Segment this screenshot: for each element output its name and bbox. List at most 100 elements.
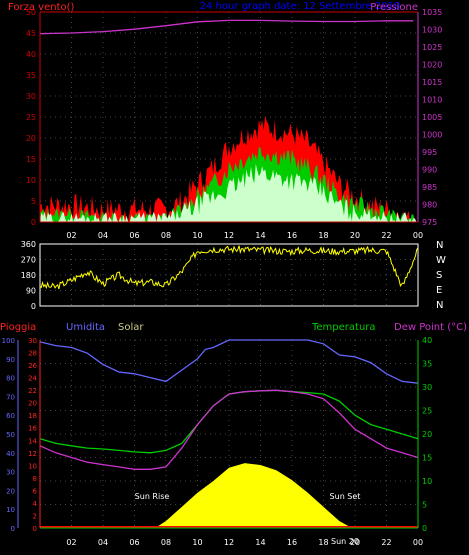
rain-tick-label: 12 — [28, 450, 37, 458]
pressure-tick-label: 1000 — [422, 131, 442, 140]
temperature-x-tick-label: 18 — [318, 538, 328, 547]
wind-speed-axis-ticks: 0 5 10 15 20 25 30 35 40 45 50 — [26, 8, 36, 227]
wind-speed-label: Forza vento() — [8, 2, 75, 13]
wind-speed-tick-label: 30 — [26, 92, 36, 101]
pressure-tick-label: 1035 — [422, 8, 442, 17]
temperature-tick-label: 20 — [422, 430, 432, 439]
chart-title: 24 hour graph date: 12 Settembre 2018 — [200, 1, 401, 12]
dewpoint-label: Dew Point (°C) — [394, 322, 467, 333]
dewpoint-line — [39, 389, 419, 470]
temperature-tick-label: 10 — [422, 477, 432, 486]
humidity-tick-label: 70 — [6, 393, 15, 401]
wind-x-tick-label: 10 — [192, 231, 202, 240]
pressure-tick-label: 1005 — [422, 113, 442, 122]
wind-x-tick-label: 02 — [66, 231, 76, 240]
temperature-x-tick-label: 22 — [381, 538, 391, 547]
temperature-x-tick-label: 06 — [129, 538, 139, 547]
compass-label: E — [436, 285, 442, 296]
temperature-tick-label: 5 — [422, 501, 427, 510]
direction-tick-label: 180 — [21, 271, 36, 280]
rain-tick-label: 10 — [28, 462, 37, 470]
temperature-tick-label: 35 — [422, 360, 432, 369]
temperature-axis-ticks: 0 5 10 15 20 25 30 35 40 — [422, 336, 432, 533]
temperature-x-tick-label: 16 — [287, 538, 297, 547]
humidity-axis-ticks: 0 10 20 30 40 50 60 70 80 90 100 — [2, 337, 15, 533]
direction-tick-label: 90 — [26, 287, 36, 296]
humidity-tick-label: 50 — [6, 431, 15, 439]
pressure-tick-label: 1010 — [422, 96, 442, 105]
pressure-tick-label: 1025 — [422, 43, 442, 52]
rain-tick-label: 16 — [28, 425, 37, 433]
compass-label: N — [436, 240, 443, 251]
direction-axis-ticks: 0 90 180 270 360 — [21, 240, 36, 311]
rain-tick-label: 30 — [28, 337, 37, 345]
humidity-tick-label: 80 — [6, 375, 15, 383]
sun-set-annotation: Sun Set — [330, 492, 361, 501]
humidity-tick-label: 10 — [6, 506, 15, 514]
rain-tick-label: 18 — [28, 412, 37, 420]
humidity-tick-label: 0 — [11, 525, 15, 533]
rain-tick-label: 22 — [28, 387, 37, 395]
wind-speed-tick-label: 5 — [31, 197, 36, 206]
wind-x-tick-label: 06 — [129, 231, 139, 240]
wind-x-tick-label: 18 — [318, 231, 328, 240]
temperature-tick-label: 25 — [422, 407, 432, 416]
wind-speed-tick-label: 35 — [26, 71, 36, 80]
temperature-x-tick-label: 00 — [413, 538, 423, 547]
wind-marks — [39, 19, 418, 222]
temperature-label: Temperatura — [311, 322, 376, 333]
temperature-tick-label: 15 — [422, 454, 432, 463]
wind-x-tick-label: 04 — [98, 231, 108, 240]
temperature-panel: Pioggia Umidita Solar Temperatura Dew Po… — [0, 322, 467, 547]
wind-speed-tick-label: 40 — [26, 50, 36, 59]
temperature-tick-label: 0 — [422, 524, 427, 533]
temperature-tick-label: 40 — [422, 336, 432, 345]
wind-x-tick-label: 08 — [161, 231, 171, 240]
direction-tick-label: 360 — [21, 240, 36, 249]
wind-x-axis-ticks: 02 04 06 08 10 12 14 16 18 20 22 00 — [66, 231, 423, 240]
rain-tick-label: 28 — [28, 350, 37, 358]
wind-speed-tick-label: 45 — [26, 29, 36, 38]
rain-label: Pioggia — [0, 322, 36, 333]
rain-tick-label: 24 — [28, 375, 37, 383]
wind-speed-tick-label: 15 — [26, 155, 36, 164]
temperature-line — [39, 389, 419, 454]
rain-tick-label: 2 — [33, 512, 37, 520]
direction-tick-label: 270 — [21, 256, 36, 265]
wind-average-area — [40, 163, 418, 222]
rain-tick-label: 20 — [28, 400, 37, 408]
pressure-tick-label: 990 — [422, 166, 437, 175]
pressure-tick-label: 1020 — [422, 61, 442, 70]
compass-label: S — [436, 270, 442, 281]
temperature-x-tick-label: 20 — [350, 538, 360, 547]
temperature-x-axis-ticks: 02 04 06 08 10 12 14 16 18 20 22 00 — [66, 538, 423, 547]
temperature-x-tick-label: 08 — [161, 538, 171, 547]
rain-tick-label: 8 — [33, 475, 37, 483]
temperature-marks — [39, 339, 419, 528]
wind-speed-tick-label: 0 — [31, 218, 36, 227]
wind-speed-tick-label: 10 — [26, 176, 36, 185]
direction-tick-label: 0 — [31, 302, 36, 311]
wind-direction-line — [39, 245, 419, 290]
compass-label: N — [436, 300, 443, 311]
direction-marks — [39, 245, 419, 290]
wind-x-tick-label: 12 — [224, 231, 234, 240]
rain-tick-label: 0 — [33, 525, 37, 533]
pressure-tick-label: 1015 — [422, 78, 442, 87]
rain-tick-label: 4 — [33, 500, 38, 508]
humidity-line — [39, 339, 419, 384]
wind-x-tick-label: 22 — [381, 231, 391, 240]
wind-x-tick-label: 00 — [413, 231, 423, 240]
wind-x-tick-label: 20 — [350, 231, 360, 240]
compass-label: W — [436, 255, 446, 266]
rain-tick-label: 6 — [33, 487, 38, 495]
rain-tick-label: 14 — [28, 437, 37, 445]
pressure-tick-label: 980 — [422, 201, 437, 210]
wind-speed-tick-label: 20 — [26, 134, 36, 143]
wind-speed-tick-label: 50 — [26, 8, 36, 17]
humidity-tick-label: 20 — [6, 487, 15, 495]
